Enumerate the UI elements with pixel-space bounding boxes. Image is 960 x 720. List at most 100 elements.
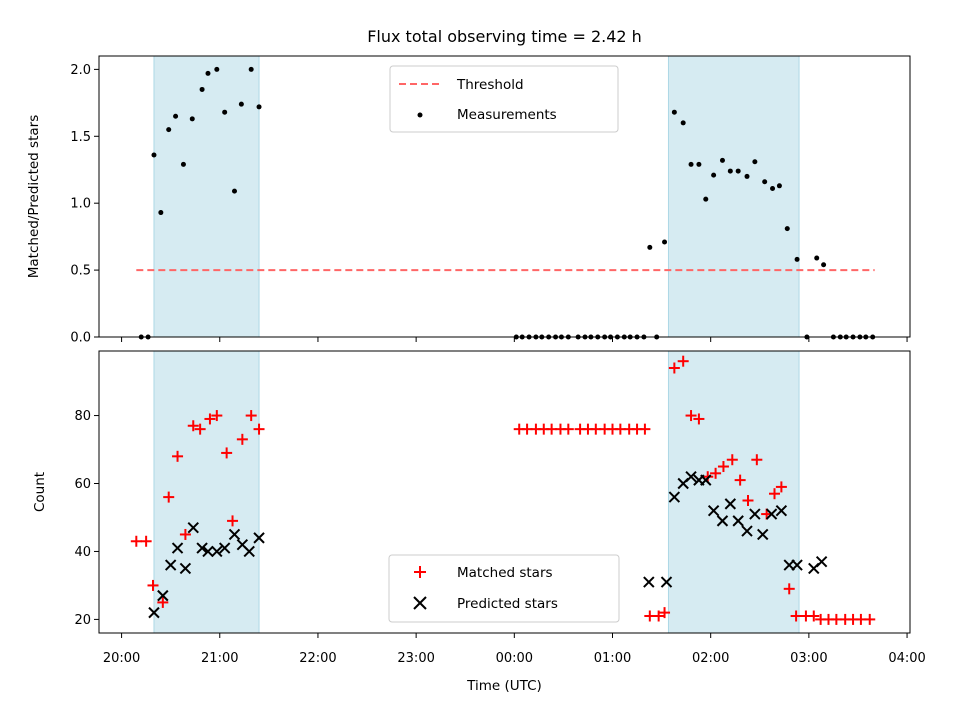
predicted-star-point: [757, 528, 769, 541]
predicted-star-stroke-b: [685, 471, 697, 483]
predicted-star-point: [741, 525, 753, 537]
top-x-ticks: [121, 337, 908, 342]
x-tick-label: 00:00: [496, 651, 533, 666]
y-tick-label: 2.0: [70, 63, 91, 78]
predicted-star-point: [749, 508, 761, 520]
matched-star-point: [864, 613, 876, 625]
y-tick-label: 0.0: [70, 331, 91, 346]
measurement-point: [814, 255, 820, 261]
matched-star-point: [693, 413, 705, 425]
predicted-star-point: [171, 542, 184, 554]
matched-star-point: [751, 454, 763, 466]
predicted-star-point: [179, 562, 192, 575]
predicted-star-stroke-b: [157, 589, 169, 602]
y-tick-label: 40: [74, 545, 91, 560]
predicted-star-stroke-b: [791, 559, 803, 571]
matched-star-point: [187, 420, 199, 432]
x-axis-label: Time (UTC): [466, 678, 542, 694]
measurement-point: [711, 172, 717, 178]
matched-star-point: [769, 488, 781, 500]
predicted-star-stroke-b: [749, 508, 761, 520]
predicted-star-stroke-b: [218, 542, 231, 554]
predicted-star-stroke-b: [243, 545, 255, 558]
matched-star-point: [130, 535, 142, 547]
matched-star-point: [790, 610, 802, 622]
measurement-point: [671, 109, 677, 115]
predicted-star-stroke-b: [171, 542, 184, 554]
y-tick-label: 60: [74, 477, 91, 492]
y-tick-label: 80: [74, 409, 91, 424]
y-tick-label: 1.5: [70, 130, 91, 145]
measurement-point: [158, 210, 164, 216]
top-legend-box: [389, 65, 619, 133]
matched-star-point: [639, 423, 651, 435]
predicted-legend-label: Predicted stars: [457, 596, 558, 612]
matched-star-point: [677, 355, 689, 367]
predicted-star-point: [228, 528, 241, 541]
matched-star-point: [227, 515, 239, 527]
predicted-star-stroke-b: [757, 528, 769, 541]
matched-star-point: [653, 610, 665, 622]
predicted-star-stroke-b: [196, 542, 208, 554]
measurement-point: [688, 161, 694, 167]
measurement-point: [794, 256, 800, 262]
measurement-point: [151, 152, 157, 158]
predicted-star-point: [791, 559, 803, 571]
matched-star-point: [163, 491, 175, 503]
predicted-star-point: [218, 542, 231, 554]
measurement-point: [238, 101, 244, 107]
measurement-point: [680, 120, 686, 126]
matched-star-point: [710, 467, 722, 479]
matched-star-point: [685, 410, 697, 422]
predicted-stars-points: [148, 471, 828, 619]
top-y-axis-label: Matched/Predicted stars: [26, 115, 42, 278]
top-axes-frame: [98, 55, 911, 338]
measurement-point: [821, 262, 827, 268]
measurement-point: [776, 183, 782, 189]
matched-star-point: [221, 447, 233, 459]
top-y-ticks: 0.0 0.5 1.0 1.5 2.0: [70, 63, 99, 346]
matched-star-point: [562, 423, 574, 435]
chart-title: Flux total observing time = 2.42 h: [367, 27, 642, 46]
predicted-star-point: [732, 515, 744, 527]
measurement-point: [784, 226, 790, 232]
predicted-star-point: [643, 576, 655, 588]
predicted-star-stroke-b: [211, 545, 223, 558]
measurement-point: [173, 113, 179, 119]
measurement-point: [727, 168, 733, 174]
predicted-star-point: [707, 504, 720, 517]
top-panel: 0.0 0.5 1.0 1.5 2.0 Flux total observing tim…: [26, 27, 911, 346]
y-tick-label: 20: [74, 613, 91, 628]
predicted-star-stroke-b: [253, 532, 265, 544]
x-tick-label: 23:00: [397, 651, 434, 666]
predicted-star-stroke-b: [179, 562, 192, 575]
bottom-shaded-intervals: [153, 350, 800, 634]
predicted-star-stroke-b: [765, 508, 778, 520]
measurement-point: [214, 66, 220, 72]
predicted-star-stroke-b: [236, 538, 249, 551]
predicted-star-stroke-b: [775, 504, 788, 517]
x-tick-label: 21:00: [201, 651, 238, 666]
measurement-point: [222, 109, 228, 115]
x-tick-label: 03:00: [790, 651, 827, 666]
matched-star-point: [734, 474, 746, 486]
predicted-star-stroke-b: [202, 545, 214, 558]
measurement-point: [703, 196, 709, 202]
matched-star-point: [808, 610, 820, 622]
predicted-star-point: [253, 532, 265, 544]
predicted-legend-swatch: [413, 596, 427, 610]
predicted-star-stroke-b: [741, 525, 753, 537]
bottom-legend-box: [388, 554, 620, 623]
measurement-point: [166, 127, 172, 133]
measurements-legend-label: Measurements: [457, 107, 557, 123]
measurement-point: [735, 168, 741, 174]
predicted-star-point: [196, 542, 208, 554]
measurement-point: [662, 239, 668, 245]
measurement-point: [770, 185, 776, 191]
predicted-star-point: [815, 555, 828, 568]
matched-star-point: [742, 494, 754, 506]
predicted-star-point: [660, 576, 673, 588]
measurements-legend-swatch: [417, 112, 423, 118]
matched-star-point: [179, 528, 191, 540]
predicted-star-stroke-b: [668, 491, 681, 503]
